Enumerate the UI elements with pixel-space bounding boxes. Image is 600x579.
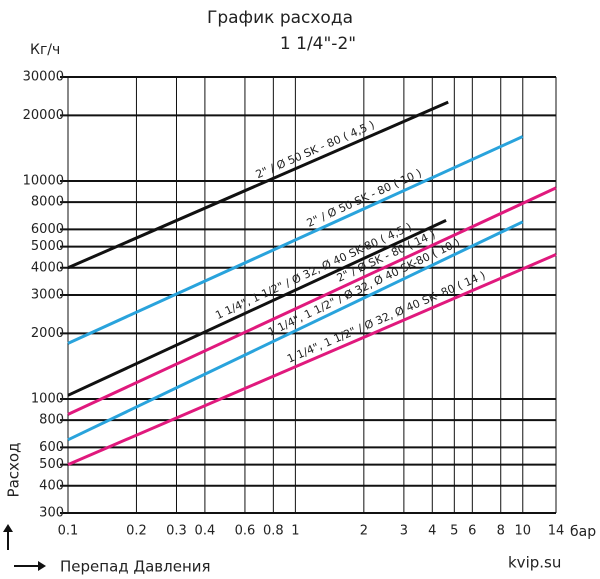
- y-tick-label: 3000: [31, 288, 64, 303]
- series-line: [67, 253, 557, 467]
- y-axis-label: Расход: [5, 443, 23, 498]
- y-tick-label: 4000: [31, 260, 64, 275]
- y-arrow-head: [3, 524, 13, 532]
- x-tick-label: 8: [497, 524, 505, 539]
- y-tick-label: 2000: [31, 326, 64, 341]
- x-tick-label: 0.4: [195, 524, 216, 539]
- y-tick-label: 600: [39, 440, 64, 455]
- series-label: 2" / Ø 50 SK - 80 ( 4,5 ): [254, 118, 377, 181]
- series-line: [67, 135, 524, 345]
- x-tick-label: 1: [291, 524, 299, 539]
- x-tick-label: 4: [428, 524, 436, 539]
- series-line: [67, 186, 557, 416]
- y-tick-label: 300: [39, 506, 64, 521]
- x-tick-label: 0.6: [235, 524, 256, 539]
- y-tick-label: 1000: [31, 392, 64, 407]
- x-tick-label: 0.2: [126, 524, 147, 539]
- x-tick-label: 0.8: [263, 524, 284, 539]
- y-tick-label: 5000: [31, 239, 64, 254]
- y-tick-label: 6000: [31, 222, 64, 237]
- x-arrow-head: [38, 561, 46, 571]
- x-tick-label: 6: [468, 524, 476, 539]
- y-tick-label: 8000: [31, 195, 64, 210]
- y-tick-label: 10000: [23, 174, 64, 189]
- y-tick-label: 800: [39, 413, 64, 428]
- y-unit: Кг/ч: [30, 42, 60, 58]
- x-tick-label: 10: [514, 524, 531, 539]
- x-tick-label: 14: [548, 524, 565, 539]
- series-line: [67, 100, 449, 270]
- series-line: [67, 218, 447, 397]
- chart-title: График расхода: [207, 8, 353, 28]
- x-tick-label: 0.1: [58, 524, 79, 539]
- y-tick-label: 400: [39, 478, 64, 493]
- series-line: [67, 220, 524, 442]
- watermark: kvip.su: [508, 554, 561, 572]
- x-tick-label: 2: [360, 524, 368, 539]
- y-tick-label: 500: [39, 457, 64, 472]
- chart-subtitle: 1 1/4"-2": [280, 34, 356, 54]
- x-axis-label: Перепад Давления: [60, 558, 211, 576]
- x-tick-label: 3: [400, 524, 408, 539]
- y-tick-label: 30000: [23, 70, 64, 85]
- x-tick-label: 5: [450, 524, 458, 539]
- x-unit: бар: [570, 524, 596, 540]
- y-tick-label: 20000: [23, 108, 64, 123]
- x-tick-label: 0.3: [166, 524, 187, 539]
